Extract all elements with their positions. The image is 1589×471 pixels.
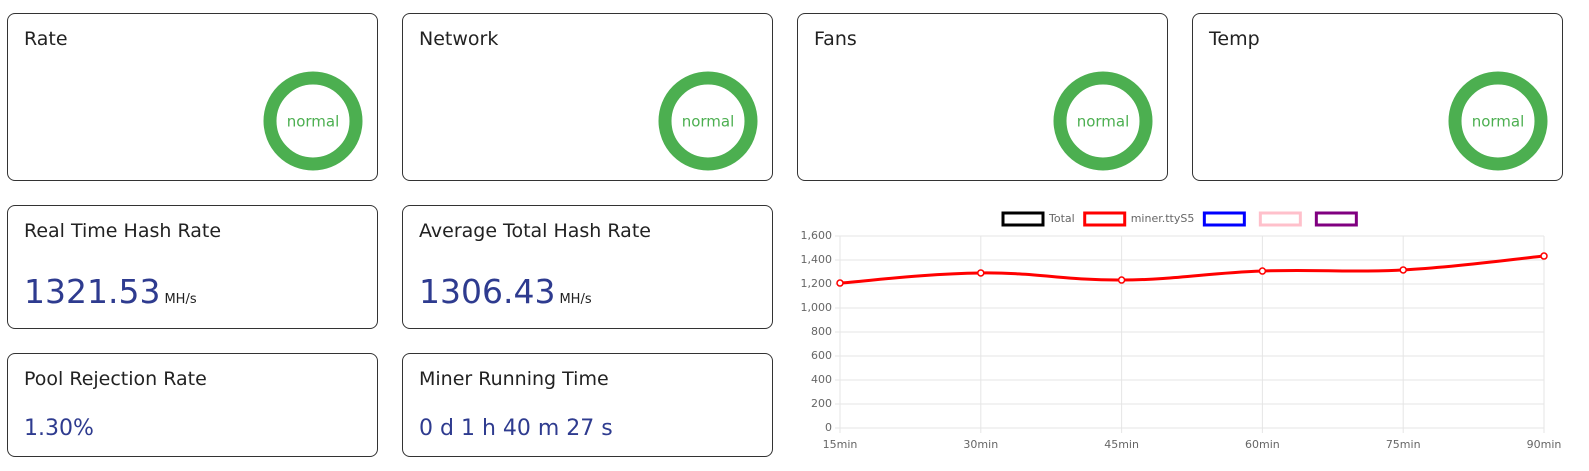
data-point: [1117, 276, 1126, 284]
card-title: Rate: [24, 28, 68, 50]
y-tick-label: 600: [811, 349, 832, 362]
data-point: [1258, 267, 1267, 275]
card-title: Temp: [1209, 28, 1260, 50]
data-point: [1399, 266, 1407, 274]
value: 1306.43: [419, 272, 556, 311]
legend-swatch: [1083, 211, 1127, 227]
unit: MH/s: [164, 292, 197, 307]
stat-value: 1306.43 MH/s: [419, 272, 592, 311]
stat-card: Real Time Hash Rate 1321.53 MH/s: [7, 205, 378, 329]
status-text: normal: [682, 113, 735, 131]
y-tick-label: 200: [811, 397, 832, 410]
stat-card: Miner Running Time 0 d 1 h 40 m 27 s: [402, 353, 773, 457]
ring: [1448, 71, 1548, 171]
card-title: Real Time Hash Rate: [24, 220, 222, 242]
legend-swatch: [1202, 211, 1246, 227]
status-card: Rate normal: [7, 13, 378, 181]
y-tick-label: 1,200: [801, 277, 833, 290]
stat-value: 1.30%: [24, 416, 94, 441]
x-tick-label: 45min: [1104, 438, 1139, 451]
stat-value: 1321.53 MH/s: [24, 272, 197, 311]
card-title: Miner Running Time: [419, 368, 609, 390]
value: 0 d 1 h 40 m 27 s: [419, 416, 613, 441]
ring: [263, 71, 363, 171]
legend-label: miner.ttyS5: [1131, 212, 1195, 225]
card-title: Network: [419, 28, 499, 50]
status-text: normal: [1472, 113, 1525, 131]
x-tick-label: 30min: [963, 438, 998, 451]
y-tick-label: 1,000: [801, 301, 833, 314]
data-point: [836, 279, 844, 287]
x-tick-label: 60min: [1245, 438, 1280, 451]
x-tick-label: 15min: [823, 438, 858, 451]
status-ring: normal: [658, 71, 758, 171]
status-ring: normal: [1053, 71, 1153, 171]
legend-swatch: [1314, 211, 1358, 227]
hash-rate-chart: 0 200 400 600 800 1,000 1,200 1,400 1,600 15min 30…: [801, 211, 1562, 451]
y-tick-label: 1,400: [801, 253, 833, 266]
ring: [1053, 71, 1153, 171]
legend-label: Total: [1048, 212, 1075, 225]
status-card: Temp normal: [1192, 13, 1563, 181]
series-line: [839, 254, 1545, 285]
value: 1321.53: [24, 272, 161, 311]
y-tick-label: 0: [825, 421, 832, 434]
status-card: Fans normal: [797, 13, 1168, 181]
y-tick-label: 800: [811, 325, 832, 338]
legend-swatch: [1001, 211, 1045, 227]
card-title: Average Total Hash Rate: [419, 220, 651, 242]
status-ring: normal: [1448, 71, 1548, 171]
y-tick-label: 1,600: [801, 229, 833, 242]
y-tick-label: 400: [811, 373, 832, 386]
value: 1.30%: [24, 416, 94, 441]
stat-card: Average Total Hash Rate 1306.43 MH/s: [402, 205, 773, 329]
stat-card: Pool Rejection Rate 1.30%: [7, 353, 378, 457]
card-title: Fans: [814, 28, 857, 50]
status-text: normal: [1077, 113, 1130, 131]
x-tick-label: 90min: [1527, 438, 1562, 451]
status-ring: normal: [263, 71, 363, 171]
stat-value: 0 d 1 h 40 m 27 s: [419, 416, 613, 441]
legend-swatch: [1258, 211, 1302, 227]
data-point: [1540, 252, 1548, 260]
ring: [658, 71, 758, 171]
x-tick-label: 75min: [1386, 438, 1421, 451]
status-card: Network normal: [402, 13, 773, 181]
status-text: normal: [287, 113, 340, 131]
card-title: Pool Rejection Rate: [24, 368, 207, 390]
data-point: [977, 269, 985, 277]
unit: MH/s: [559, 292, 592, 307]
